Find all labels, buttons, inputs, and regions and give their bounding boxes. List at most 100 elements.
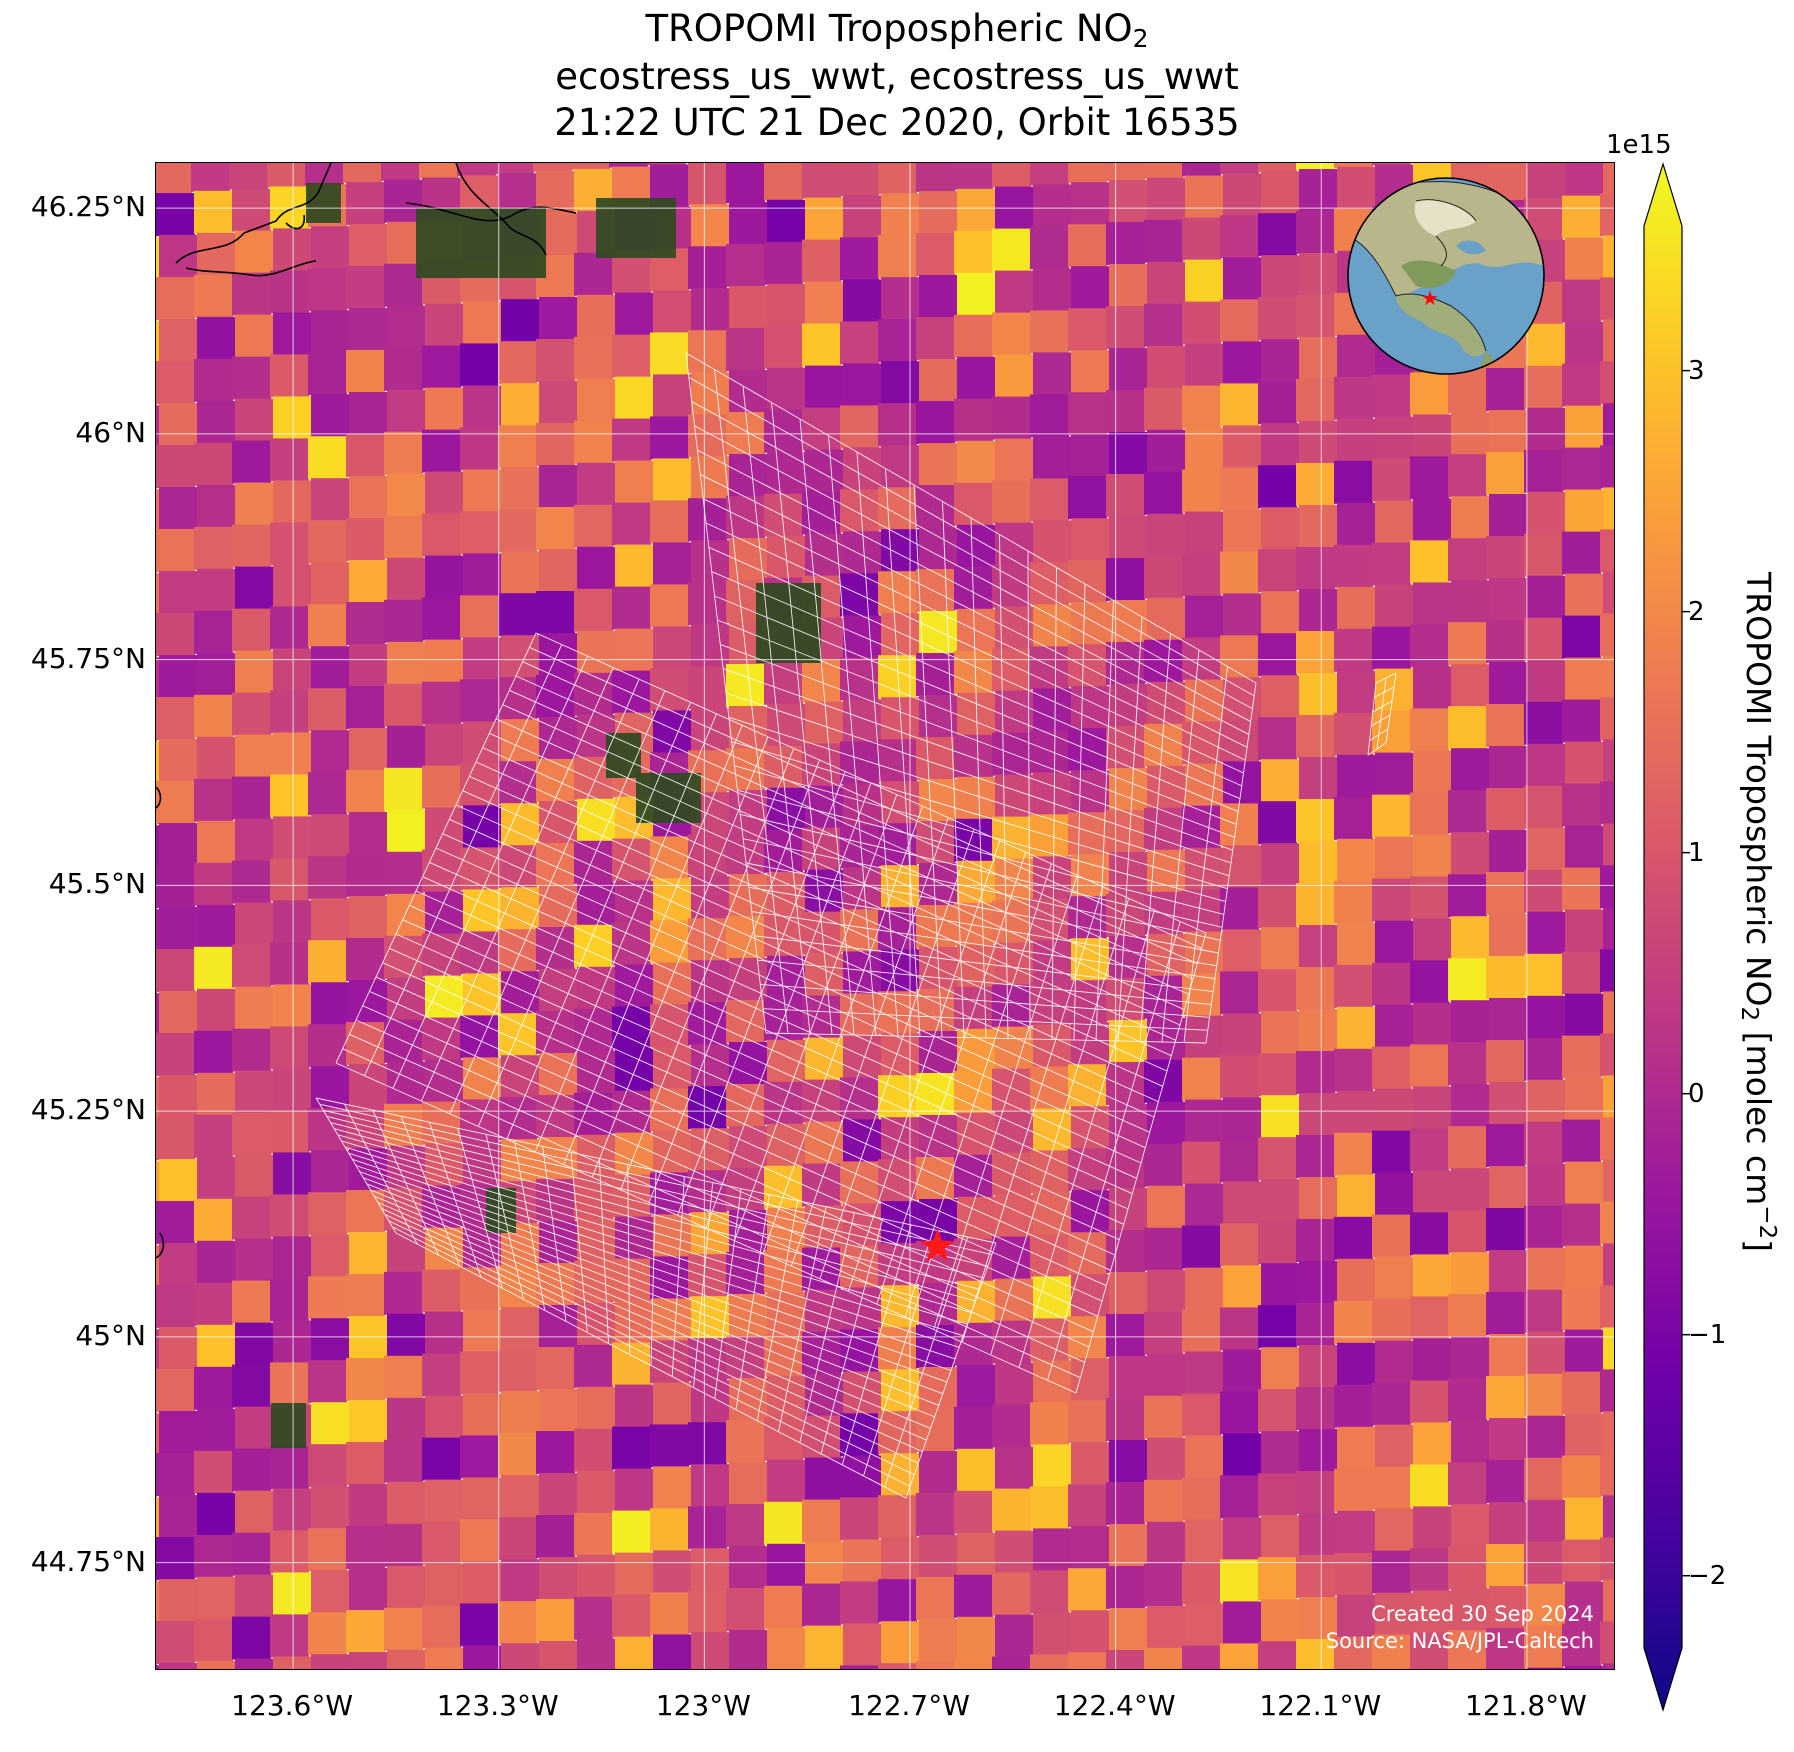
- swath-line: [389, 947, 1111, 1271]
- no2-cell: [1527, 407, 1566, 451]
- no2-cell: [349, 224, 388, 267]
- no2-cell: [767, 283, 806, 327]
- no2-cell: [1296, 1471, 1335, 1514]
- map-panel[interactable]: ★ Created 30 Sep 2024 Source: NASA/JPL-C…: [155, 162, 1615, 1670]
- no2-cell: [1527, 1415, 1566, 1459]
- no2-cell: [273, 1488, 312, 1532]
- no2-cell: [1413, 1170, 1452, 1214]
- no2-cell: [1562, 1119, 1601, 1163]
- imagery-patch: [416, 208, 546, 278]
- swath-line: [330, 1122, 980, 1290]
- no2-cell: [612, 1342, 651, 1386]
- swath-line: [462, 790, 1159, 1103]
- no2-cell: [1106, 1062, 1145, 1105]
- swath-line: [765, 1032, 1207, 1044]
- no2-cell: [1296, 163, 1335, 170]
- no2-cell: [881, 1033, 920, 1077]
- no2-cell: [1144, 1143, 1183, 1187]
- no2-cell: [197, 1492, 236, 1536]
- imagery-patch: [596, 198, 676, 258]
- swath-line: [344, 1146, 964, 1337]
- swath-line: [315, 1097, 997, 1244]
- no2-cell: [156, 193, 195, 236]
- no2-cell: [653, 1634, 692, 1669]
- no2-cell: [612, 502, 651, 546]
- no2-cell: [615, 292, 654, 336]
- no2-cell: [156, 1285, 195, 1328]
- no2-cell: [1223, 257, 1262, 301]
- no2-cell: [498, 1433, 537, 1477]
- no2-cell: [916, 569, 955, 612]
- no2-cell: [1565, 163, 1604, 197]
- no2-cell: [1600, 1117, 1614, 1161]
- no2-cell: [197, 1660, 236, 1669]
- no2-cell: [1451, 1084, 1490, 1128]
- no2-cell: [919, 1451, 958, 1494]
- no2-cell: [881, 949, 920, 993]
- no2-cell: [1109, 1524, 1148, 1567]
- map-canvas[interactable]: ★: [156, 163, 1615, 1670]
- no2-cell: [1524, 1037, 1563, 1081]
- no2-cell: [1486, 368, 1525, 411]
- no2-cell: [954, 650, 993, 694]
- no2-cell: [498, 1601, 537, 1645]
- no2-cell: [197, 988, 236, 1032]
- no2-cell: [1565, 237, 1604, 281]
- no2-cell: [1261, 171, 1300, 215]
- no2-cell: [425, 1479, 464, 1523]
- no2-cell: [1144, 1227, 1183, 1271]
- no2-cell: [1337, 1174, 1376, 1218]
- no2-cell: [577, 294, 616, 338]
- no2-cell: [1562, 447, 1601, 491]
- no2-cell: [1375, 1508, 1414, 1552]
- no2-cell: [1562, 783, 1601, 827]
- no2-cell: [232, 860, 271, 904]
- no2-cell: [577, 1470, 616, 1514]
- no2-cell: [1261, 759, 1300, 803]
- no2-cell: [156, 697, 195, 740]
- no2-cell: [536, 927, 575, 970]
- no2-cell: [1334, 964, 1373, 1008]
- no2-cell: [802, 1163, 841, 1207]
- no2-cell: [1033, 1276, 1072, 1320]
- swath-line: [469, 775, 1163, 1087]
- no2-cell: [1223, 845, 1262, 889]
- no2-cell: [1375, 416, 1414, 460]
- no2-cell: [802, 1079, 841, 1123]
- no2-cell: [197, 316, 236, 360]
- no2-cell: [346, 518, 385, 561]
- no2-cell: [1071, 602, 1110, 646]
- no2-cell: [311, 1234, 350, 1278]
- no2-cell: [1258, 969, 1297, 1013]
- no2-cell: [156, 1665, 160, 1669]
- no2-cell: [1562, 1539, 1601, 1583]
- no2-cell: [235, 566, 274, 610]
- lat-tick-label: 45.75°N: [30, 641, 146, 675]
- no2-cell: [1223, 173, 1262, 217]
- no2-cell: [1033, 268, 1072, 312]
- swath-line: [355, 1165, 952, 1371]
- no2-cell: [802, 407, 841, 451]
- no2-cell: [805, 1121, 844, 1165]
- no2-cell: [1603, 163, 1614, 195]
- no2-cell: [235, 1490, 274, 1534]
- no2-cell: [1486, 1208, 1525, 1251]
- no2-cell: [539, 1053, 578, 1096]
- no2-cell: [992, 163, 1031, 188]
- lat-tick-label: 45.25°N: [30, 1093, 146, 1127]
- no2-cell: [349, 1316, 388, 1359]
- no2-cell: [1562, 867, 1601, 911]
- no2-cell: [1299, 1513, 1338, 1556]
- no2-cell: [954, 1490, 993, 1534]
- no2-cell: [992, 396, 1031, 440]
- no2-cell: [650, 1424, 689, 1468]
- no2-cell: [1410, 540, 1449, 584]
- no2-cell: [425, 723, 464, 767]
- no2-cell: [273, 1068, 312, 1112]
- no2-cell: [1109, 1356, 1148, 1399]
- no2-cell: [1182, 1225, 1221, 1269]
- lat-tick-label: 45°N: [75, 1318, 146, 1352]
- no2-cell: [1261, 339, 1300, 383]
- swath-line: [502, 704, 1185, 1011]
- no2-cell: [1223, 341, 1262, 385]
